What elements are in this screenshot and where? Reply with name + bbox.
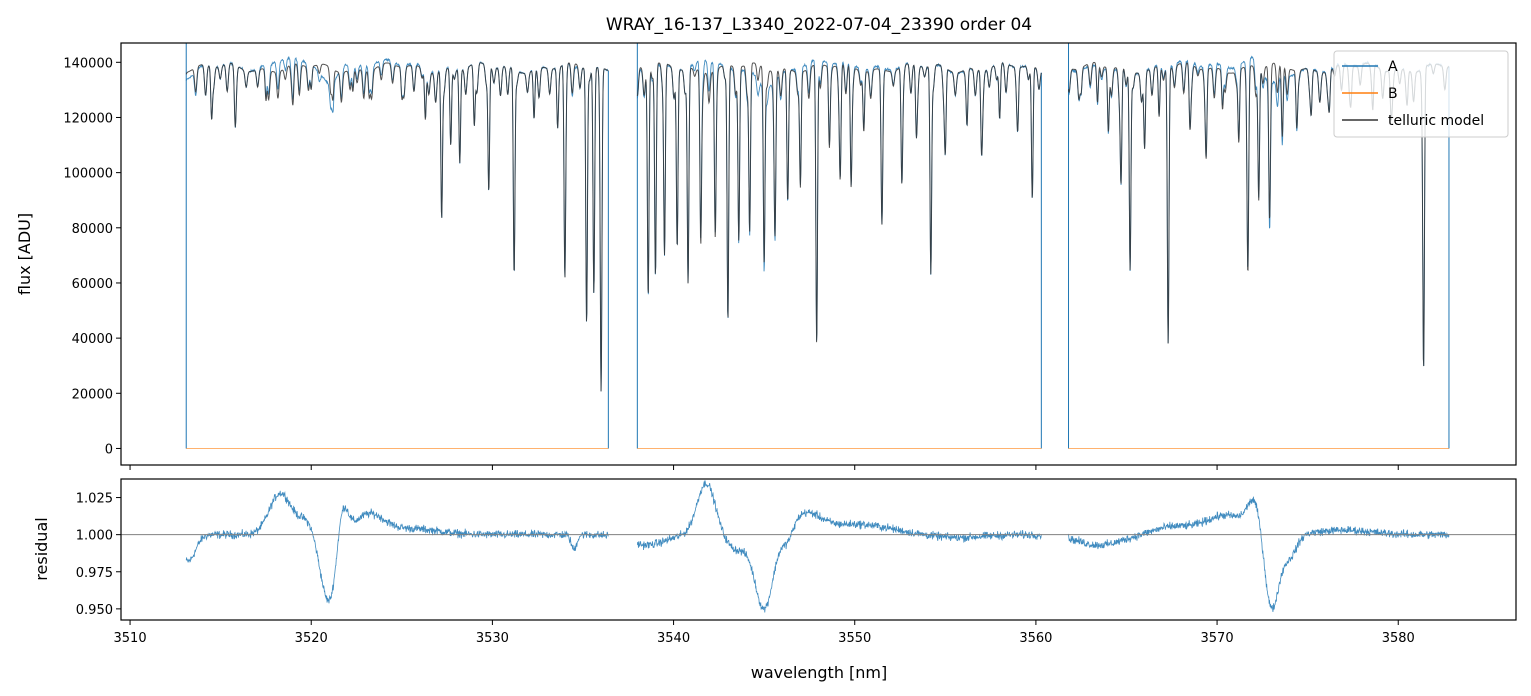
flux-ytick-label: 80000 [72, 222, 113, 237]
residual-line [1068, 496, 1450, 612]
legend-label-model: telluric model [1388, 113, 1484, 129]
flux-ytick-label: 120000 [63, 111, 113, 126]
legend: A B telluric model [1333, 50, 1509, 138]
chart-title: WRAY_16-137_L3340_2022-07-04_23390 order… [606, 15, 1032, 35]
flux-ytick-label: 0 [105, 442, 113, 457]
xtick-label: 3560 [1019, 631, 1052, 646]
residual-line [185, 490, 609, 604]
flux-ytick-label: 60000 [72, 277, 113, 292]
xtick-label: 3520 [295, 631, 328, 646]
xtick-label: 3510 [114, 631, 147, 646]
residual-ytick-label: 1.025 [76, 492, 113, 507]
x-axis-label: wavelength [nm] [751, 663, 888, 682]
xtick-label: 3540 [657, 631, 690, 646]
legend-label-b: B [1388, 86, 1398, 102]
flux-ytick-label: 140000 [63, 56, 113, 71]
residual-ylabel: residual [32, 517, 51, 580]
flux-ytick-label: 100000 [63, 167, 113, 182]
xtick-label: 3530 [476, 631, 509, 646]
residual-ytick-label: 0.950 [76, 603, 113, 618]
flux-ylabel: flux [ADU] [15, 213, 34, 295]
residual-panel: 0.950 0.975 1.000 1.025 3510 3520 3530 3540 355… [32, 478, 1517, 646]
flux-panel: 020000400006000080000100000120000140000 … [15, 42, 1517, 470]
residual-ytick-label: 0.975 [76, 566, 113, 581]
xtick-label: 3550 [838, 631, 871, 646]
residual-axes-frame [120, 478, 1517, 621]
telluric-model-line [185, 62, 609, 392]
flux-ytick-label: 40000 [72, 332, 113, 347]
flux-ytick-label: 20000 [72, 387, 113, 402]
xtick-label: 3580 [1382, 631, 1415, 646]
flux-axes-frame [120, 42, 1517, 466]
series-a-line [185, 55, 609, 392]
legend-box [1333, 50, 1509, 138]
residual-line [636, 480, 1042, 613]
telluric-model-line [636, 62, 1042, 343]
residual-ytick-label: 1.000 [76, 529, 113, 544]
xtick-label: 3570 [1201, 631, 1234, 646]
legend-label-a: A [1388, 59, 1398, 75]
